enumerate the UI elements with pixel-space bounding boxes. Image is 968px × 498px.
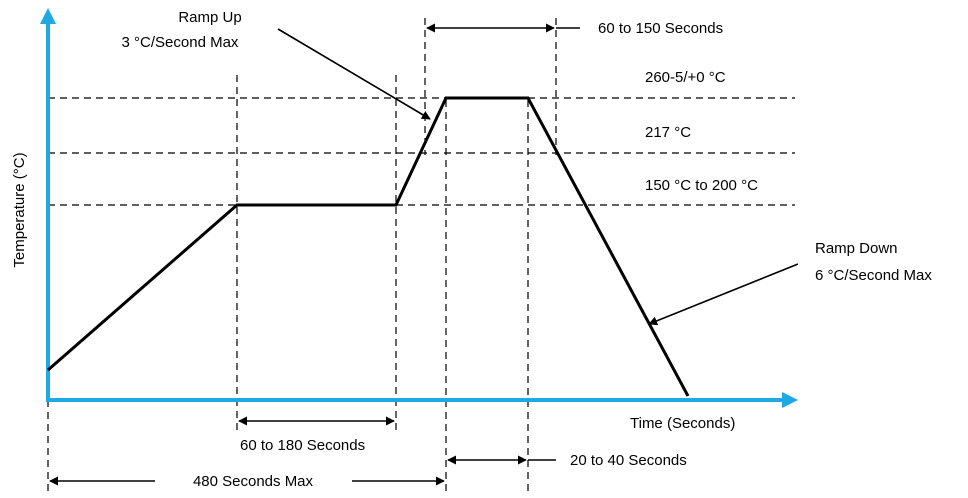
- soak-duration-label: 60 to 180 Seconds: [240, 437, 365, 454]
- x-axis-label: Time (Seconds): [630, 415, 735, 432]
- axes: [40, 8, 798, 408]
- ramp-down-pointer: [648, 263, 799, 326]
- soak-level-label: 150 °C to 200 °C: [645, 177, 758, 194]
- peak-duration-label: 20 to 40 Seconds: [570, 452, 687, 469]
- y-axis-arrow-icon: [40, 8, 56, 24]
- y-axis-label: Temperature (°C): [11, 152, 28, 267]
- ramp-up-rate: 3 °C/Second Max: [122, 34, 239, 51]
- reflow-profile-curve: [47, 96, 690, 397]
- liquidus-level-label: 217 °C: [645, 124, 691, 141]
- x-axis-arrow-icon: [782, 392, 798, 408]
- ramp-up-title: Ramp Up: [178, 9, 241, 26]
- ramp-up-pointer: [277, 28, 431, 120]
- ramp-down-rate: 6 °C/Second Max: [815, 267, 932, 284]
- above-liquidus-duration-label: 60 to 150 Seconds: [598, 20, 723, 37]
- peak-level-label: 260-5/+0 °C: [645, 69, 726, 86]
- ramp-down-title: Ramp Down: [815, 240, 898, 257]
- total-duration-label: 480 Seconds Max: [193, 473, 314, 490]
